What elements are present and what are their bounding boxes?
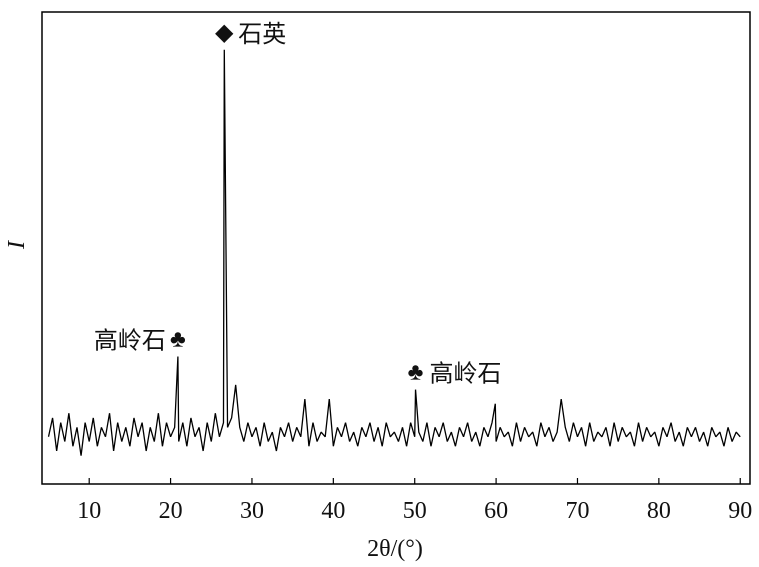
annotation-symbol: ◆ <box>215 20 234 46</box>
plot-frame <box>41 11 751 485</box>
annotation-symbol: ♣ <box>170 327 186 353</box>
xrd-line <box>47 49 741 456</box>
x-tick-label: 80 <box>647 498 671 524</box>
x-tick-label: 10 <box>77 498 101 524</box>
x-tick-label: 40 <box>321 498 345 524</box>
annotation-text: 石英 <box>238 21 286 48</box>
x-tick-label: 90 <box>728 498 752 524</box>
y-axis-label: I <box>4 240 30 250</box>
x-tick-label: 50 <box>403 498 427 524</box>
annotation-text: 高岭石 <box>94 328 166 355</box>
annotation-symbol: ♣ <box>408 360 424 386</box>
x-tick-label: 60 <box>484 498 508 524</box>
x-tick-label: 30 <box>240 498 264 524</box>
annotation-text: 高岭石 <box>430 361 502 388</box>
x-axis-label: 2θ/(°) <box>367 536 423 562</box>
x-tick-label: 20 <box>159 498 183 524</box>
x-tick-label: 70 <box>565 498 589 524</box>
